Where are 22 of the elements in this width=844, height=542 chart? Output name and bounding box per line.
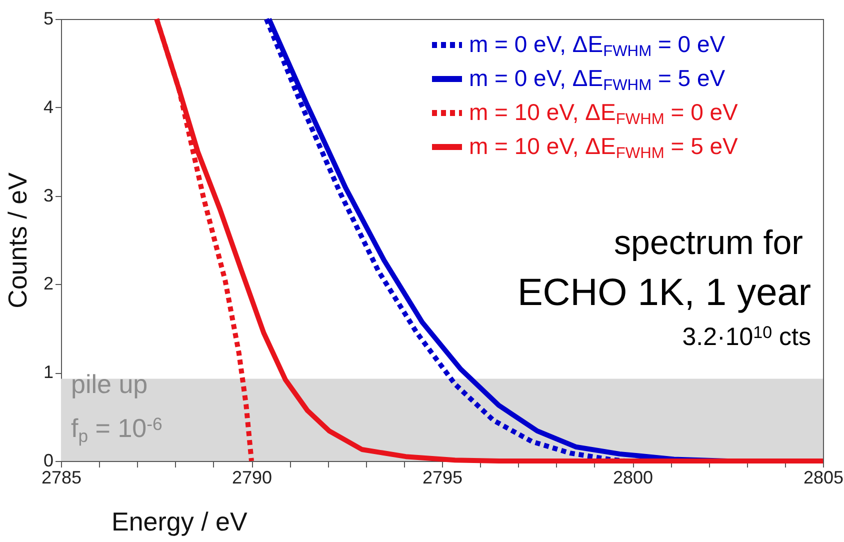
y-tick-label: 1 — [43, 362, 54, 382]
x-tick-label: 2790 — [232, 468, 272, 488]
legend-label: m = 0 eV, ΔE$_{FWHM}$ = 0 eV — [469, 31, 726, 60]
x-tick-label: 2800 — [612, 468, 654, 488]
legend-label: m = 0 eV, ΔE$_{FWHM}$ = 5 eV — [469, 65, 726, 94]
legend-label: m = 10 eV, ΔE$_{FWHM}$ = 0 eV — [469, 99, 739, 128]
y-axis-title: Counts / eV — [2, 172, 32, 308]
x-axis-title: Energy / eV — [112, 506, 248, 536]
annotation: 3.2·10$^{10}$ cts — [682, 323, 811, 351]
y-tick-label: 4 — [43, 96, 54, 117]
annotation: f$_{p}$ = 10$^{-6}$ — [71, 413, 163, 446]
x-tick-label: 2805 — [803, 468, 844, 488]
annotation: spectrum for — [614, 224, 803, 262]
y-tick-label: 3 — [43, 185, 54, 206]
y-tick-label: 2 — [43, 274, 54, 294]
annotation: ECHO 1K, 1 year — [517, 272, 812, 314]
x-tick-label: 2785 — [41, 468, 82, 488]
x-tick-label: 2795 — [422, 468, 463, 488]
legend-label: m = 10 eV, ΔE$_{FWHM}$ = 5 eV — [469, 133, 739, 162]
band-label: pile up — [71, 369, 148, 399]
y-tick-label: 5 — [43, 8, 54, 28]
y-tick-label: 0 — [43, 450, 54, 470]
